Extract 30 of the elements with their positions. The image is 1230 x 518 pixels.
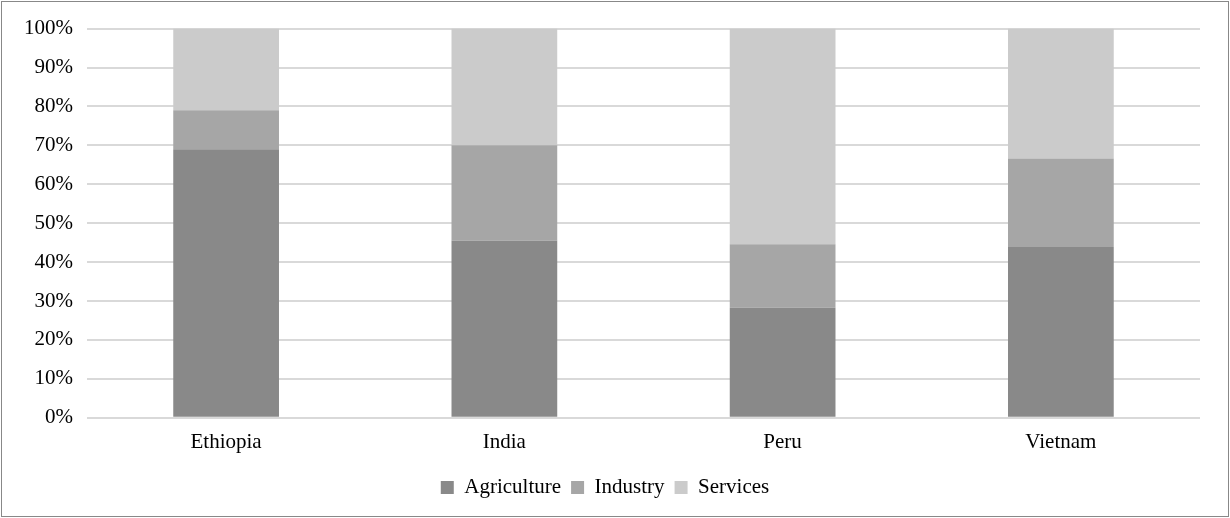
bar: [1008, 158, 1114, 247]
x-tick-label: Vietnam: [1025, 428, 1097, 453]
y-tick-label: 20%: [34, 326, 73, 351]
x-tick-label: Ethiopia: [190, 428, 263, 453]
y-tick-label: 0%: [44, 404, 73, 429]
bar: [451, 28, 558, 146]
y-tick-label: 100%: [23, 15, 73, 40]
bar: [173, 28, 279, 111]
y-tick-label: 10%: [34, 365, 73, 390]
y-tick-label: 50%: [34, 209, 73, 234]
bar: [1008, 246, 1114, 417]
bar: [173, 110, 279, 150]
bar: [451, 145, 558, 241]
bar: [451, 240, 558, 417]
bar: [729, 28, 836, 245]
y-tick-label: 30%: [34, 287, 73, 312]
y-tick-label: 70%: [34, 131, 73, 156]
bar: [729, 244, 836, 308]
bar: [173, 149, 279, 417]
legend-label: Agriculture: [464, 474, 562, 499]
legend-label: Industry: [594, 474, 666, 499]
y-tick-label: 80%: [34, 92, 73, 117]
x-tick-label: Peru: [763, 428, 803, 453]
y-tick-label: 90%: [34, 54, 73, 79]
x-tick-label: India: [482, 428, 527, 453]
y-tick-label: 40%: [34, 248, 73, 273]
legend-label: Services: [698, 474, 770, 499]
bar: [729, 307, 836, 417]
bar: [1008, 28, 1114, 159]
y-tick-label: 60%: [34, 170, 73, 195]
